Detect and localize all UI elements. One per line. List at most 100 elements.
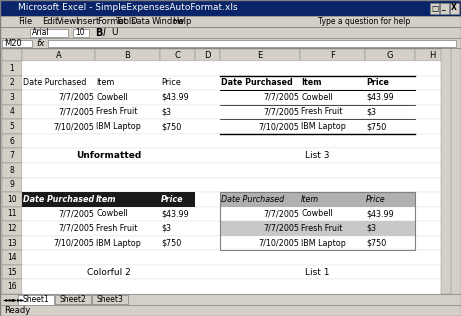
- Text: Date Purchased: Date Purchased: [23, 78, 86, 87]
- Bar: [160, 49, 195, 61]
- Bar: [2, 149, 22, 163]
- Text: 7/7/2005: 7/7/2005: [58, 107, 94, 117]
- Bar: [2, 250, 22, 265]
- Text: 7/7/2005: 7/7/2005: [263, 210, 299, 218]
- Text: IBM Laptop: IBM Laptop: [301, 239, 346, 247]
- Text: D: D: [204, 51, 211, 59]
- Text: Cowbell: Cowbell: [96, 93, 128, 102]
- Text: IBM Laptop: IBM Laptop: [301, 122, 346, 131]
- Bar: [365, 49, 415, 61]
- Text: Help: Help: [172, 17, 191, 26]
- Text: $3: $3: [161, 224, 171, 233]
- Text: View: View: [57, 17, 77, 26]
- Text: Fresh Fruit: Fresh Fruit: [96, 107, 137, 117]
- Text: Arial: Arial: [32, 28, 50, 37]
- Text: Fresh Fruit: Fresh Fruit: [301, 224, 343, 233]
- Bar: [22, 207, 450, 221]
- Text: Price: Price: [161, 195, 183, 204]
- Text: 7/10/2005: 7/10/2005: [53, 122, 94, 131]
- Bar: [2, 105, 22, 119]
- Text: 1: 1: [10, 64, 14, 73]
- Bar: [195, 49, 220, 61]
- Text: 8: 8: [10, 166, 14, 175]
- Text: 7/10/2005: 7/10/2005: [258, 122, 299, 131]
- Text: Item: Item: [96, 195, 117, 204]
- Text: 15: 15: [7, 268, 17, 276]
- Bar: [55, 295, 91, 304]
- Bar: [415, 49, 450, 61]
- Bar: [220, 192, 415, 250]
- Bar: [450, 3, 459, 14]
- Text: 5: 5: [10, 122, 14, 131]
- Bar: [22, 265, 450, 279]
- Text: 14: 14: [7, 253, 17, 262]
- Text: 2: 2: [10, 78, 14, 87]
- Text: F: F: [330, 51, 335, 59]
- Text: Price: Price: [366, 78, 389, 87]
- Bar: [440, 3, 449, 14]
- Text: $43.99: $43.99: [161, 93, 189, 102]
- Bar: [430, 3, 439, 14]
- Text: List 1: List 1: [305, 268, 330, 276]
- Bar: [73, 28, 89, 37]
- Text: Sheet3: Sheet3: [96, 295, 124, 304]
- Text: H: H: [429, 51, 436, 59]
- Bar: [441, 48, 451, 294]
- Text: Item: Item: [301, 78, 321, 87]
- Text: 16: 16: [7, 282, 17, 291]
- Text: $750: $750: [161, 122, 181, 131]
- Bar: [2, 265, 22, 279]
- Bar: [18, 295, 54, 305]
- Text: 7/10/2005: 7/10/2005: [53, 239, 94, 247]
- Text: ►►: ►►: [17, 297, 25, 302]
- Text: Insert: Insert: [75, 17, 99, 26]
- Bar: [2, 192, 22, 207]
- Bar: [220, 49, 300, 61]
- Bar: [22, 105, 450, 119]
- Text: 7/7/2005: 7/7/2005: [263, 93, 299, 102]
- Bar: [2, 279, 22, 294]
- Text: Window: Window: [152, 17, 185, 26]
- Bar: [22, 119, 450, 134]
- Text: 6: 6: [10, 137, 14, 146]
- Bar: [48, 40, 456, 46]
- Text: _: _: [441, 3, 445, 11]
- Text: Format: Format: [97, 17, 127, 26]
- Text: List 3: List 3: [305, 151, 330, 160]
- Text: E: E: [257, 51, 263, 59]
- Bar: [2, 163, 22, 178]
- Text: M20: M20: [4, 39, 22, 47]
- Text: Date Purchased: Date Purchased: [221, 78, 293, 87]
- Bar: [2, 134, 22, 149]
- Text: $3: $3: [366, 224, 376, 233]
- Bar: [0, 0, 461, 16]
- Text: $43.99: $43.99: [366, 93, 394, 102]
- Bar: [22, 61, 450, 76]
- Text: $750: $750: [366, 122, 386, 131]
- Text: X: X: [451, 3, 457, 13]
- Text: Cowbell: Cowbell: [301, 210, 333, 218]
- Bar: [220, 192, 415, 207]
- Bar: [2, 221, 22, 236]
- Text: Sheet1: Sheet1: [23, 295, 49, 305]
- Bar: [22, 279, 450, 294]
- Text: 13: 13: [7, 239, 17, 247]
- Bar: [2, 207, 22, 221]
- Bar: [2, 119, 22, 134]
- Bar: [220, 221, 415, 236]
- Text: B: B: [95, 27, 102, 38]
- Text: Item: Item: [301, 195, 319, 204]
- Bar: [2, 48, 450, 294]
- Text: $750: $750: [161, 239, 181, 247]
- Text: Price: Price: [366, 195, 385, 204]
- Text: ►: ►: [13, 297, 17, 302]
- Bar: [300, 49, 365, 61]
- Bar: [0, 305, 461, 316]
- Text: Date Purchased: Date Purchased: [23, 195, 94, 204]
- Text: 7/10/2005: 7/10/2005: [258, 239, 299, 247]
- Text: Edit: Edit: [42, 17, 58, 26]
- Text: 7/7/2005: 7/7/2005: [263, 107, 299, 117]
- Text: C: C: [175, 51, 180, 59]
- Text: □: □: [431, 3, 438, 13]
- Text: Microsoft Excel - SimpleExpensesAutoFormat.xls: Microsoft Excel - SimpleExpensesAutoForm…: [18, 3, 237, 13]
